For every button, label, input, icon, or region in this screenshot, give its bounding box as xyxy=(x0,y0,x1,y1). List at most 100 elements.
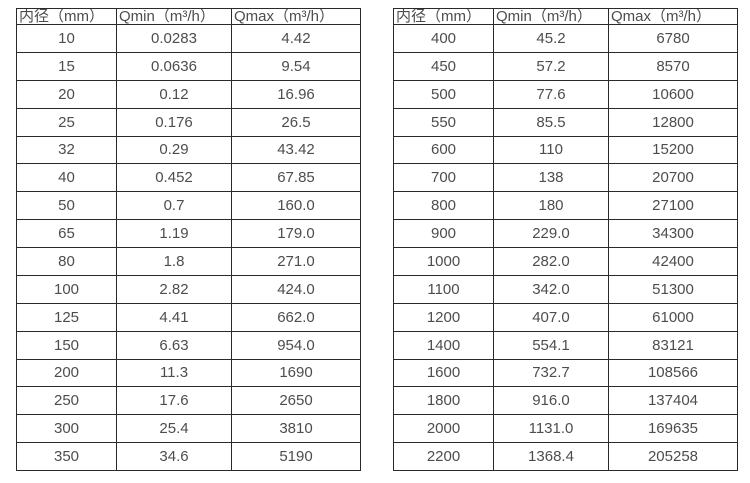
table-cell: 100 xyxy=(16,274,117,304)
table-cell: 26.5 xyxy=(231,107,361,137)
table-cell: 180 xyxy=(493,191,609,221)
table-row: 1600 732.7 108566 xyxy=(393,358,738,388)
table-cell: 0.29 xyxy=(116,135,232,165)
table-cell: 1.8 xyxy=(116,247,232,276)
table-cell: 40 xyxy=(16,163,117,193)
table-row: 25 0.176 26.5 xyxy=(16,107,361,137)
table-cell: 2000 xyxy=(393,414,494,444)
table-row: 100 2.82 424.0 xyxy=(16,274,361,304)
table-row: 700 138 20700 xyxy=(393,163,738,193)
table-cell: 954.0 xyxy=(231,330,361,360)
table-cell: 42400 xyxy=(608,247,738,276)
table-cell: 137404 xyxy=(608,386,738,416)
table-cell: 500 xyxy=(393,79,494,109)
table-cell: 67.85 xyxy=(231,163,361,193)
table-cell: 169635 xyxy=(608,414,738,444)
table-cell: 8570 xyxy=(608,51,738,81)
table-cell: 2650 xyxy=(231,386,361,416)
table-cell: 6780 xyxy=(608,24,738,53)
table-cell: 34.6 xyxy=(116,442,232,471)
table-cell: 25 xyxy=(16,107,117,137)
table-cell: 3810 xyxy=(231,414,361,444)
table-row: 2200 1368.4 205258 xyxy=(393,442,738,471)
table-row: 150 6.63 954.0 xyxy=(16,330,361,360)
table-cell: 0.176 xyxy=(116,107,232,137)
table-row: 900 229.0 34300 xyxy=(393,219,738,248)
table-cell: 9.54 xyxy=(231,51,361,81)
table-cell: 0.12 xyxy=(116,79,232,109)
table-cell: 229.0 xyxy=(493,219,609,248)
table-row: 800 180 27100 xyxy=(393,191,738,221)
table-cell: 45.2 xyxy=(493,24,609,53)
table-row: 350 34.6 5190 xyxy=(16,442,361,471)
table-row: 450 57.2 8570 xyxy=(393,51,738,81)
table-cell: 160.0 xyxy=(231,191,361,221)
table-cell: 83121 xyxy=(608,330,738,360)
flow-tables-container: 内径（mm） Qmin（m³/h） Qmax（m³/h） 10 0.0283 4.42 1… xyxy=(16,8,738,471)
table-cell: 15200 xyxy=(608,135,738,165)
table-cell: 80 xyxy=(16,247,117,276)
table-cell: 732.7 xyxy=(493,358,609,388)
table-cell: 1600 xyxy=(393,358,494,388)
table-cell: 900 xyxy=(393,219,494,248)
table-cell: 1200 xyxy=(393,302,494,332)
table-cell: 350 xyxy=(16,442,117,471)
table-cell: 1131.0 xyxy=(493,414,609,444)
table-cell: 1000 xyxy=(393,247,494,276)
table-row: 32 0.29 43.42 xyxy=(16,135,361,165)
flow-table-large-diameters: 内径（mm） Qmin（m³/h） Qmax（m³/h） 400 45.2 6780 45… xyxy=(393,8,738,471)
table-cell: 11.3 xyxy=(116,358,232,388)
table-cell: 662.0 xyxy=(231,302,361,332)
column-header: 内径（mm） xyxy=(16,8,117,25)
column-header: Qmin（m³/h） xyxy=(493,8,609,25)
table-row: 1800 916.0 137404 xyxy=(393,386,738,416)
table-cell: 32 xyxy=(16,135,117,165)
table-cell: 250 xyxy=(16,386,117,416)
table-cell: 1.19 xyxy=(116,219,232,248)
table-cell: 424.0 xyxy=(231,274,361,304)
table-cell: 20 xyxy=(16,79,117,109)
table-cell: 2200 xyxy=(393,442,494,471)
table-cell: 600 xyxy=(393,135,494,165)
table-cell: 4.41 xyxy=(116,302,232,332)
table-row: 10 0.0283 4.42 xyxy=(16,24,361,53)
table-cell: 300 xyxy=(16,414,117,444)
table-cell: 5190 xyxy=(231,442,361,471)
table-cell: 51300 xyxy=(608,274,738,304)
table-cell: 450 xyxy=(393,51,494,81)
table-row: 400 45.2 6780 xyxy=(393,24,738,53)
table-cell: 108566 xyxy=(608,358,738,388)
column-header: Qmax（m³/h） xyxy=(231,8,361,25)
table-row: 40 0.452 67.85 xyxy=(16,163,361,193)
table-cell: 1690 xyxy=(231,358,361,388)
table-row: 2000 1131.0 169635 xyxy=(393,414,738,444)
table-cell: 2.82 xyxy=(116,274,232,304)
column-header: 内径（mm） xyxy=(393,8,494,25)
table-row: 1000 282.0 42400 xyxy=(393,247,738,276)
table-cell: 4.42 xyxy=(231,24,361,53)
table-cell: 1800 xyxy=(393,386,494,416)
table-cell: 17.6 xyxy=(116,386,232,416)
table-cell: 407.0 xyxy=(493,302,609,332)
table-cell: 125 xyxy=(16,302,117,332)
table-cell: 200 xyxy=(16,358,117,388)
table-cell: 700 xyxy=(393,163,494,193)
table-cell: 12800 xyxy=(608,107,738,137)
table-cell: 400 xyxy=(393,24,494,53)
flow-table-small-diameters: 内径（mm） Qmin（m³/h） Qmax（m³/h） 10 0.0283 4.42 1… xyxy=(16,8,361,471)
table-row: 125 4.41 662.0 xyxy=(16,302,361,332)
table-cell: 65 xyxy=(16,219,117,248)
table-row: 80 1.8 271.0 xyxy=(16,247,361,276)
table-cell: 20700 xyxy=(608,163,738,193)
table-cell: 138 xyxy=(493,163,609,193)
table-cell: 43.42 xyxy=(231,135,361,165)
table-cell: 110 xyxy=(493,135,609,165)
table-cell: 800 xyxy=(393,191,494,221)
table-cell: 1400 xyxy=(393,330,494,360)
table-cell: 27100 xyxy=(608,191,738,221)
table-row: 20 0.12 16.96 xyxy=(16,79,361,109)
table-cell: 179.0 xyxy=(231,219,361,248)
table-cell: 10 xyxy=(16,24,117,53)
table-cell: 150 xyxy=(16,330,117,360)
table-row: 550 85.5 12800 xyxy=(393,107,738,137)
